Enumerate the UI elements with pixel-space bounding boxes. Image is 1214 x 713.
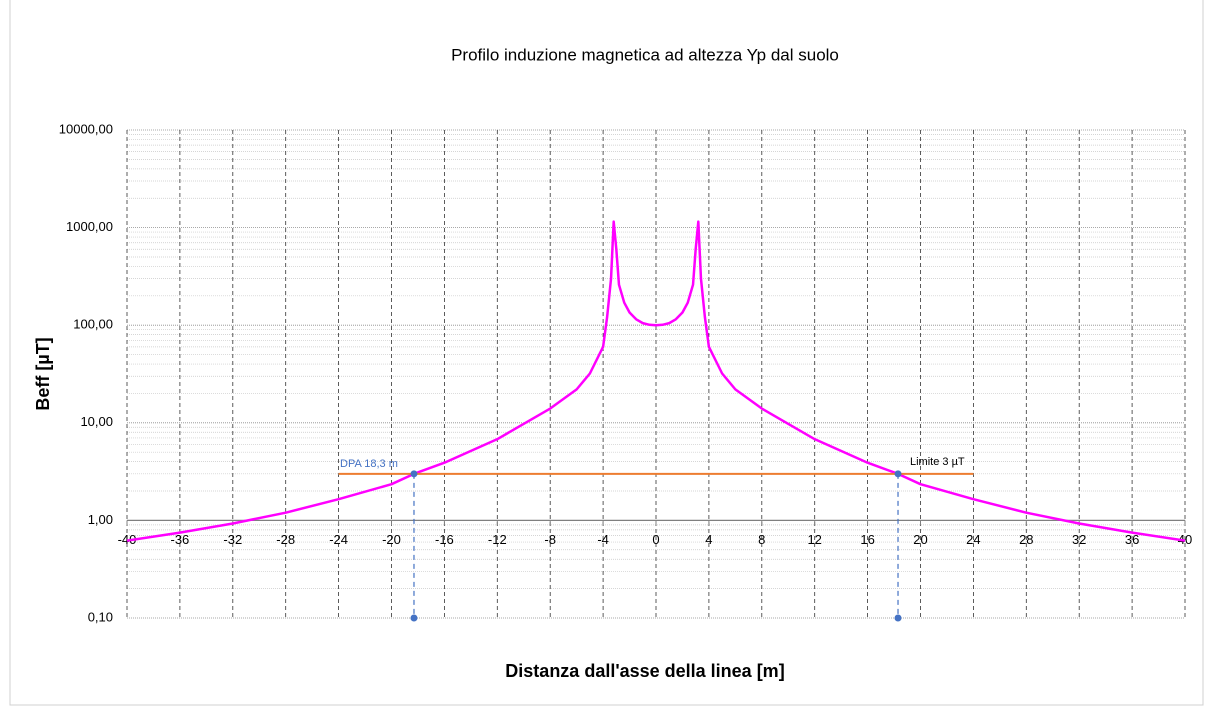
x-tick-label: -32 <box>223 532 242 547</box>
x-axis-label: Distanza dall'asse della linea [m] <box>505 661 784 681</box>
x-tick-label: 8 <box>758 532 765 547</box>
series-line <box>126 220 1186 542</box>
point <box>410 614 418 622</box>
y-axis-label: Beff [µT] <box>33 337 53 410</box>
chart-frame <box>9 0 1204 706</box>
x-tick-label: 36 <box>1125 532 1139 547</box>
x-tick-label: -24 <box>329 532 348 547</box>
x-tick-label: -4 <box>597 532 609 547</box>
x-tick-label: -16 <box>435 532 454 547</box>
y-tick-label: 1000,00 <box>66 219 113 234</box>
y-tick-label: 10000,00 <box>59 121 113 136</box>
point <box>410 470 418 478</box>
x-tick-label: 0 <box>652 532 659 547</box>
y-tick-label: 100,00 <box>73 317 113 332</box>
y-tick-label: 10,00 <box>80 414 113 429</box>
annotation: DPA 18,3 m <box>340 458 398 470</box>
point <box>894 614 902 622</box>
x-tick-label: -12 <box>488 532 507 547</box>
y-tick-label: 1,00 <box>88 512 113 527</box>
x-tick-label: 20 <box>913 532 927 547</box>
x-tick-label: -40 <box>118 532 137 547</box>
chart-title: Profilo induzione magnetica ad altezza Y… <box>451 45 839 64</box>
x-tick-label: 4 <box>705 532 712 547</box>
point <box>894 470 902 478</box>
x-tick-label: 28 <box>1019 532 1033 547</box>
x-tick-label: -20 <box>382 532 401 547</box>
x-tick-label: -28 <box>276 532 295 547</box>
x-tick-label: -36 <box>171 532 190 547</box>
x-tick-label: 40 <box>1178 532 1192 547</box>
x-tick-label: 12 <box>807 532 821 547</box>
x-tick-label: 24 <box>966 532 980 547</box>
x-tick-label: 16 <box>860 532 874 547</box>
x-tick-label: 32 <box>1072 532 1086 547</box>
y-tick-label: 0,10 <box>88 609 113 624</box>
annotation: Limite 3 µT <box>910 456 965 468</box>
x-tick-label: -8 <box>544 532 556 547</box>
